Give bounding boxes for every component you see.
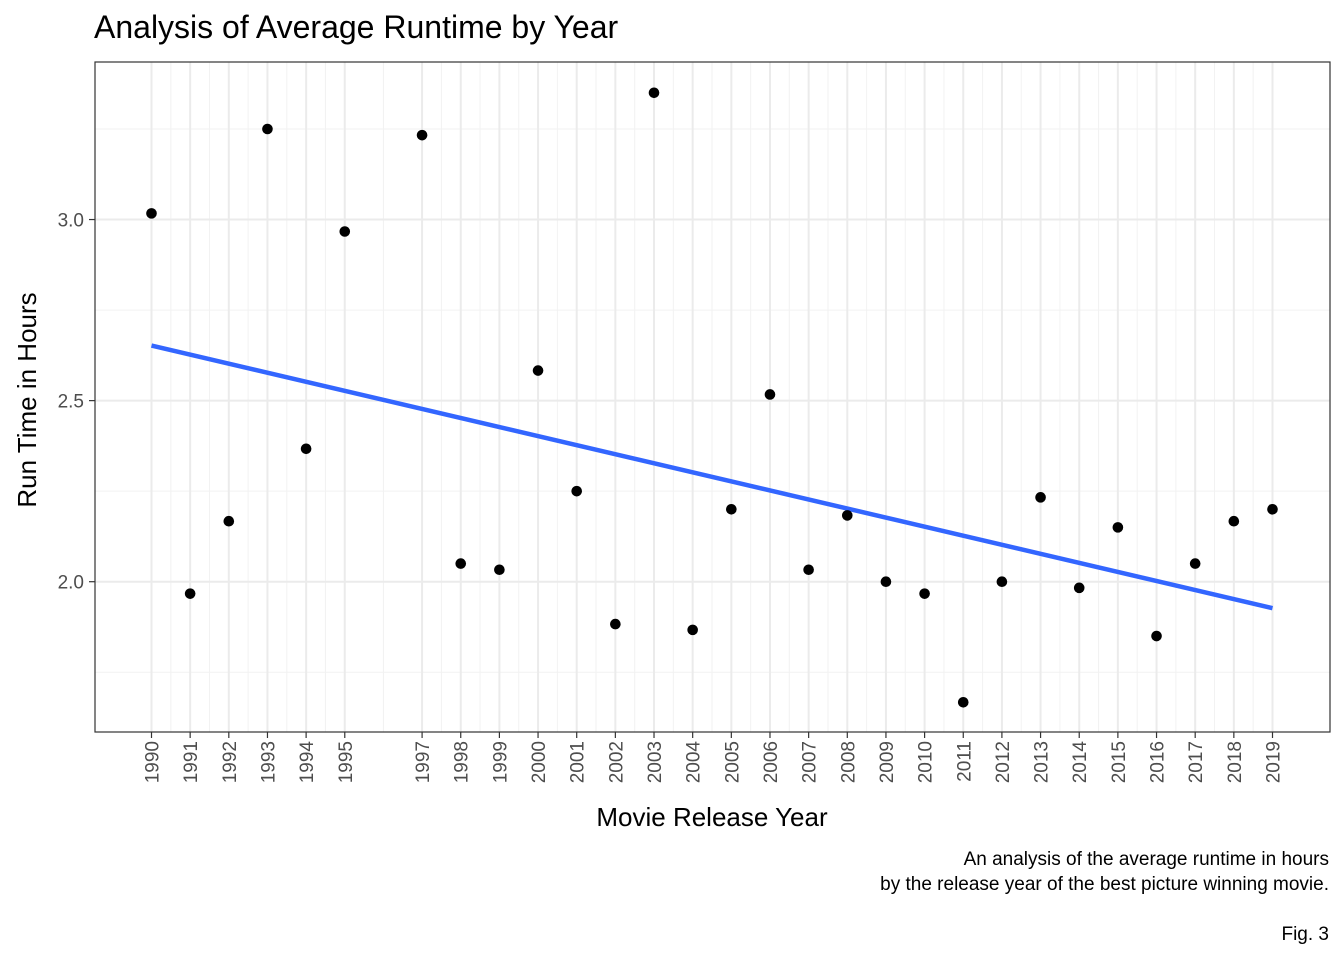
data-point — [1228, 515, 1240, 527]
y-tick-label: 2.0 — [58, 573, 84, 594]
x-tick-label: 2006 — [761, 741, 782, 783]
data-point — [610, 618, 621, 630]
data-point — [919, 588, 930, 599]
y-axis: 2.0 2.5 3.0 — [58, 211, 95, 594]
x-tick-label: 2008 — [838, 741, 859, 783]
data-point — [184, 588, 196, 599]
x-axis: 1990 1991 1992 1993 1994 1995 1997 1998 1999 2000… — [143, 732, 1285, 783]
x-tick-label: 1995 — [336, 741, 357, 783]
data-point — [1151, 630, 1162, 642]
x-tick-label: 1997 — [413, 741, 434, 783]
x-tick-label: 2003 — [645, 741, 666, 783]
figure-label: Fig. 3 — [1281, 924, 1329, 945]
data-point — [339, 226, 351, 237]
data-point — [1035, 492, 1046, 503]
plot-border — [94, 61, 1331, 733]
points-layer — [146, 87, 1278, 708]
data-point — [494, 564, 505, 576]
x-tick-label: 2019 — [1264, 741, 1285, 783]
x-tick-label: 1999 — [490, 741, 511, 783]
data-point — [957, 697, 969, 708]
data-point — [455, 558, 467, 569]
chart-title: Analysis of Average Runtime by Year — [94, 9, 619, 45]
data-point — [223, 515, 235, 527]
data-point — [726, 503, 737, 515]
x-tick-label: 2000 — [529, 741, 550, 783]
caption-line-2: by the release year of the best picture … — [880, 874, 1329, 895]
x-tick-label: 2005 — [722, 741, 743, 783]
x-tick-label: 1992 — [220, 741, 241, 783]
y-tick-label: 2.5 — [58, 392, 84, 413]
caption-line-1: An analysis of the average runtime in ho… — [964, 849, 1329, 870]
x-tick-label: 2017 — [1186, 741, 1207, 783]
data-point — [841, 510, 853, 521]
x-tick-label: 2001 — [568, 741, 589, 783]
data-point — [764, 389, 776, 400]
data-point — [1267, 503, 1278, 515]
data-point — [880, 576, 892, 588]
x-tick-label: 1994 — [297, 741, 318, 784]
data-point — [1073, 582, 1085, 594]
x-tick-label: 2012 — [993, 741, 1014, 783]
data-point — [996, 576, 1008, 588]
data-point — [300, 443, 312, 455]
data-point — [687, 624, 698, 636]
y-axis-title: Run Time in Hours — [12, 292, 42, 507]
trend-layer — [150, 343, 1274, 611]
x-tick-label: 2011 — [954, 741, 975, 782]
x-tick-label: 2013 — [1032, 741, 1053, 783]
plot-area — [94, 61, 1331, 733]
y-tick-label: 3.0 — [58, 211, 84, 232]
data-point — [803, 564, 814, 576]
x-tick-label: 1998 — [452, 741, 473, 783]
data-point — [571, 485, 583, 497]
data-point — [1189, 558, 1201, 569]
x-axis-title: Movie Release Year — [596, 802, 828, 832]
data-point — [146, 208, 157, 219]
x-tick-label: 1991 — [181, 741, 202, 783]
data-point — [532, 365, 544, 376]
x-tick-label: 1993 — [258, 741, 279, 783]
x-tick-label: 2009 — [877, 741, 898, 783]
x-tick-label: 2014 — [1070, 741, 1091, 784]
x-tick-label: 2018 — [1225, 741, 1246, 783]
x-tick-label: 2010 — [916, 741, 937, 783]
data-point — [262, 123, 273, 135]
x-tick-label: 1990 — [143, 741, 164, 783]
x-tick-label: 2015 — [1109, 741, 1130, 783]
data-point — [416, 129, 428, 141]
x-tick-label: 2016 — [1148, 741, 1169, 783]
data-point — [1112, 522, 1124, 533]
x-tick-label: 2002 — [606, 741, 627, 783]
data-point — [648, 87, 660, 99]
x-tick-label: 2004 — [684, 741, 705, 784]
trend-line — [150, 343, 1274, 611]
x-tick-label: 2007 — [800, 741, 821, 783]
